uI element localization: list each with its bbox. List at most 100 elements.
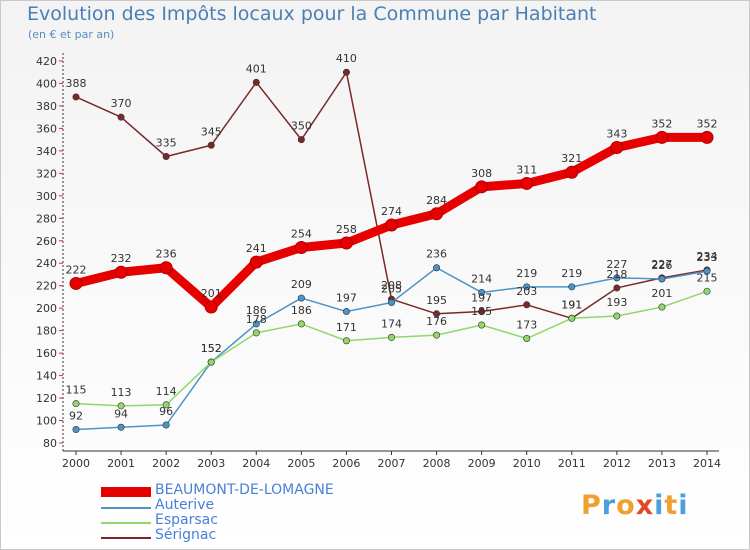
y-tick-label: 320 [36,167,57,180]
legend-swatch [101,522,151,524]
data-label: 308 [471,167,492,180]
proxiti-logo: Proxiti [581,490,689,521]
data-label: 92 [69,410,83,423]
data-point [523,335,531,343]
data-label: 113 [111,386,132,399]
data-point [117,402,125,410]
data-point [207,141,215,149]
x-tick-label: 2005 [287,457,315,470]
data-point [252,329,260,337]
data-label: 232 [111,252,132,265]
data-label: 218 [606,268,627,281]
data-point [703,267,711,275]
data-point [568,314,576,322]
y-tick-label: 380 [36,100,57,113]
data-point [297,320,305,328]
x-tick-label: 2000 [62,457,90,470]
data-point [430,207,444,221]
data-label: 191 [561,298,582,311]
y-tick-label: 260 [36,235,57,248]
data-point [72,93,80,101]
data-point [117,113,125,121]
data-label: 350 [291,120,312,133]
x-tick-label: 2006 [332,457,360,470]
data-point [523,283,531,291]
y-tick-label: 400 [36,77,57,90]
x-tick-label: 2009 [468,457,496,470]
data-label: 208 [381,279,402,292]
data-point [297,136,305,144]
data-point [520,176,534,190]
legend-swatch [101,537,151,539]
y-tick-label: 220 [36,280,57,293]
data-point [117,423,125,431]
data-label: 191 [561,298,582,311]
data-point [72,400,80,408]
data-point [658,275,666,283]
data-label: 114 [156,385,177,398]
data-point [162,421,170,429]
data-label: 176 [426,315,447,328]
y-tick-label: 280 [36,212,57,225]
chart-title: Evolution des Impôts locaux pour la Comm… [27,3,597,25]
data-point [72,426,80,434]
data-label: 352 [697,117,718,130]
data-point [252,320,260,328]
legend-label: Sérignac [155,527,217,543]
x-tick-label: 2011 [558,457,586,470]
data-label: 201 [201,287,222,300]
x-tick-label: 2008 [423,457,451,470]
x-tick-label: 2002 [152,457,180,470]
data-point [342,337,350,345]
y-tick-label: 200 [36,302,57,315]
data-label: 258 [336,223,357,236]
data-point [162,153,170,161]
y-tick-label: 340 [36,145,57,158]
y-tick-label: 300 [36,190,57,203]
x-tick-label: 2007 [378,457,406,470]
x-tick-label: 2014 [693,457,721,470]
data-point [385,218,398,232]
data-label: 205 [381,283,402,296]
data-label: 370 [111,97,132,110]
data-point [339,236,353,250]
data-label: 388 [66,77,87,90]
chart-subtitle: (en € et par an) [28,28,115,41]
data-point [700,130,714,144]
x-tick-label: 2012 [603,457,631,470]
data-point [252,78,260,86]
data-point [114,265,128,279]
y-tick-label: 240 [36,257,57,270]
data-point [478,288,486,296]
x-tick-label: 2013 [648,457,676,470]
data-label: 209 [291,278,312,291]
x-tick-label: 2001 [107,457,135,470]
data-point [387,299,395,307]
data-point [565,165,579,179]
data-label: 335 [156,137,177,150]
data-label: 193 [606,296,627,309]
x-tick-label: 2004 [242,457,270,470]
data-label: 197 [471,292,492,305]
data-label: 174 [381,317,402,330]
data-point [613,284,621,292]
data-point [297,294,305,302]
data-label: 321 [561,152,582,165]
data-label: 203 [516,285,537,298]
data-label: 178 [246,313,267,326]
data-label: 201 [651,287,672,300]
data-point [478,308,486,316]
data-label: 96 [159,405,173,418]
data-label: 352 [651,117,672,130]
data-label: 274 [381,205,402,218]
data-label: 254 [291,228,312,241]
data-label: 214 [471,272,492,285]
data-label: 236 [426,248,447,261]
x-tick-label: 2003 [197,457,225,470]
legend-label: BEAUMONT-DE-LOMAGNE [155,482,334,498]
data-label: 195 [426,294,447,307]
data-label: 94 [114,407,128,420]
data-point [658,303,666,311]
